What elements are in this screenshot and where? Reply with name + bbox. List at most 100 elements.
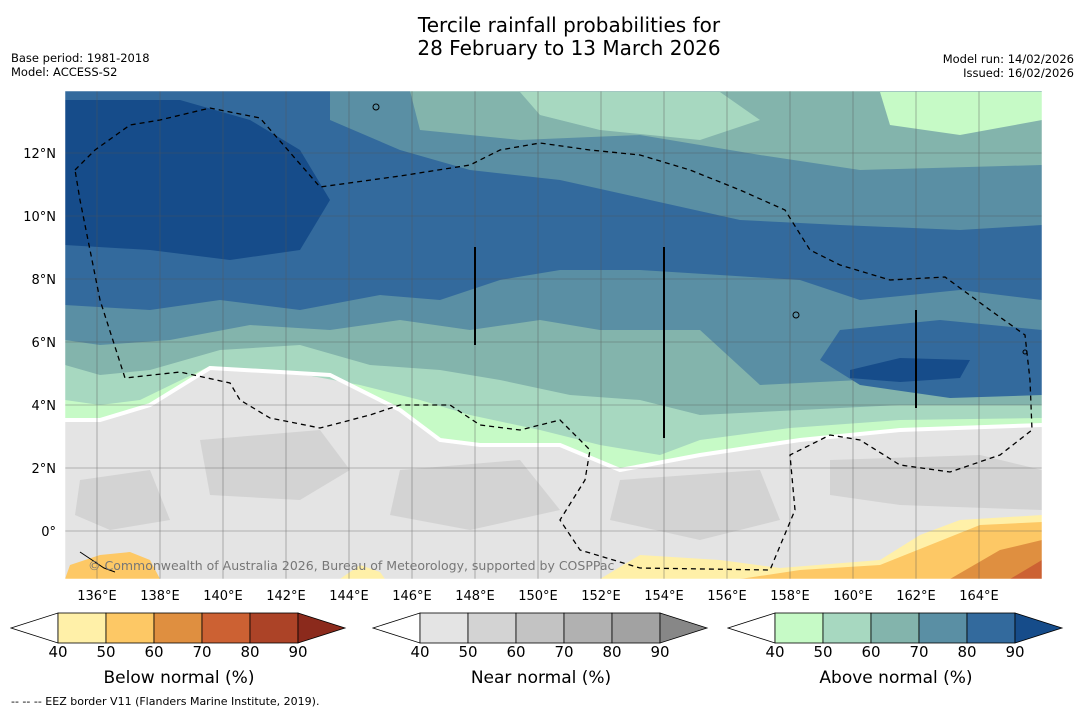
- colorbar-tick-label: 60: [861, 643, 881, 661]
- colorbar-extension: [659, 612, 709, 644]
- category-boundary: [65, 365, 1042, 473]
- longitude-label: 144°E: [329, 589, 369, 604]
- model-run: Model run: 14/02/2026: [942, 52, 1074, 66]
- longitude-label: 150°E: [518, 589, 558, 604]
- below-normal-s: [340, 565, 385, 579]
- near-normal-patch: [830, 455, 1042, 510]
- longitude-label: 148°E: [455, 589, 495, 604]
- island: [372, 103, 380, 111]
- longitude-label: 164°E: [959, 589, 999, 604]
- colorbar-tick-label: 70: [192, 643, 212, 661]
- model-name: Model: ACCESS-S2: [11, 65, 118, 79]
- colorbar-segment: [870, 612, 920, 644]
- map-fields: © Commonwealth of Australia 2026, Bureau…: [65, 91, 1042, 579]
- label-near-normal: Near normal (%): [470, 668, 612, 688]
- colorbar-segment: [966, 612, 1016, 644]
- below-normal-70: [1010, 560, 1042, 579]
- colorbar-above-normal: [727, 612, 1064, 644]
- latitude-label: 12°N: [23, 147, 56, 162]
- longitude-label: 140°E: [203, 589, 243, 604]
- latitude-label: 2°N: [32, 462, 57, 477]
- boundary-lines: [474, 247, 917, 438]
- colorbar-segment: [249, 612, 299, 644]
- colorbar-tick-label: 40: [48, 643, 68, 661]
- longitude-label: 136°E: [77, 589, 117, 604]
- island: [79, 551, 116, 573]
- run-info: Model run: 14/02/2026 Issued: 16/02/2026: [943, 52, 1074, 80]
- island: [1022, 349, 1028, 355]
- copyright-notice: © Commonwealth of Australia 2026, Bureau…: [88, 558, 614, 573]
- model-info: Base period: 1981-2018 Model: ACCESS-S2: [11, 51, 150, 79]
- colorbar-segment: [201, 612, 251, 644]
- latitude-label: 8°N: [32, 273, 57, 288]
- latitude-label: 4°N: [32, 399, 57, 414]
- longitude-label: 160°E: [833, 589, 873, 604]
- below-normal-60: [950, 540, 1042, 579]
- colorbar-segment: [467, 612, 517, 644]
- eez-borders: [74, 107, 1033, 571]
- colorbar-segment: [419, 612, 469, 644]
- eez-border-path: [74, 107, 1033, 571]
- colorbar-tick-label: 50: [458, 643, 478, 661]
- colorbar-near-normal: [372, 612, 709, 644]
- colorbar-segment: [822, 612, 872, 644]
- colorbar-cap: [727, 612, 776, 644]
- island: [792, 311, 800, 319]
- colorbar-tick-label: 40: [410, 643, 430, 661]
- colorbar-tick-label: 90: [1005, 643, 1025, 661]
- colorbar-segment: [153, 612, 203, 644]
- above-normal-40-ne: [880, 92, 1042, 135]
- latitude-labels: 12°N 10°N 8°N 6°N 4°N 2°N 0°: [23, 147, 56, 540]
- longitude-label: 158°E: [770, 589, 810, 604]
- below-normal-50: [740, 522, 1042, 579]
- colorbar-segment: [611, 612, 661, 644]
- colorbar-tick-label: 90: [650, 643, 670, 661]
- colorbar-tick-label: 60: [144, 643, 164, 661]
- issued-date: Issued: 16/02/2026: [963, 66, 1074, 80]
- title-line-2: 28 February to 13 March 2026: [417, 36, 721, 60]
- colorbar-tick-label: 60: [506, 643, 526, 661]
- colorbar-tick-label: 50: [813, 643, 833, 661]
- colorbar-below-normal: [10, 612, 347, 644]
- title-line-1: Tercile rainfall probabilities for: [417, 13, 721, 37]
- near-normal-patch: [610, 470, 780, 540]
- colorbar-extension: [297, 612, 347, 644]
- base-period: Base period: 1981-2018: [11, 51, 150, 65]
- latitude-label: 0°: [41, 525, 56, 540]
- longitude-label: 138°E: [140, 589, 180, 604]
- above-normal-50-n: [520, 92, 760, 140]
- longitude-label: 152°E: [581, 589, 621, 604]
- colorbar-segment: [563, 612, 613, 644]
- colorbar-segment: [105, 612, 155, 644]
- colorbar-tick-label: 50: [96, 643, 116, 661]
- colorbar-cap: [10, 612, 59, 644]
- chart-title: Tercile rainfall probabilities for 28 Fe…: [0, 14, 1085, 60]
- label-above-normal: Above normal (%): [819, 668, 973, 688]
- longitude-label: 162°E: [896, 589, 936, 604]
- latitude-label: 10°N: [23, 210, 56, 225]
- colorbar-tick-label: 70: [554, 643, 574, 661]
- near-normal-patch: [200, 430, 350, 500]
- colorbar-cap: [372, 612, 421, 644]
- longitude-label: 146°E: [392, 589, 432, 604]
- longitude-label: 142°E: [266, 589, 306, 604]
- latitude-label: 6°N: [32, 336, 57, 351]
- longitude-label: 154°E: [644, 589, 684, 604]
- longitude-label: 156°E: [707, 589, 747, 604]
- eez-legend-footer: -- -- -- EEZ border V11 (Flanders Marine…: [11, 695, 320, 708]
- colorbar-tick-label: 40: [765, 643, 785, 661]
- map-grid: [65, 91, 1042, 579]
- colorbar-tick-label: 90: [288, 643, 308, 661]
- colorbar-segment: [774, 612, 824, 644]
- colorbar-segment: [515, 612, 565, 644]
- colorbar-tick-label: 80: [957, 643, 977, 661]
- colorbar-extension: [1014, 612, 1064, 644]
- label-below-normal: Below normal (%): [103, 668, 255, 688]
- below-normal-sw: [65, 552, 160, 579]
- above-normal-90-east: [850, 358, 970, 382]
- map-frame: [64, 90, 1043, 580]
- colorbar-segment: [918, 612, 968, 644]
- islands: [79, 103, 1028, 573]
- above-normal-80: [65, 91, 1042, 310]
